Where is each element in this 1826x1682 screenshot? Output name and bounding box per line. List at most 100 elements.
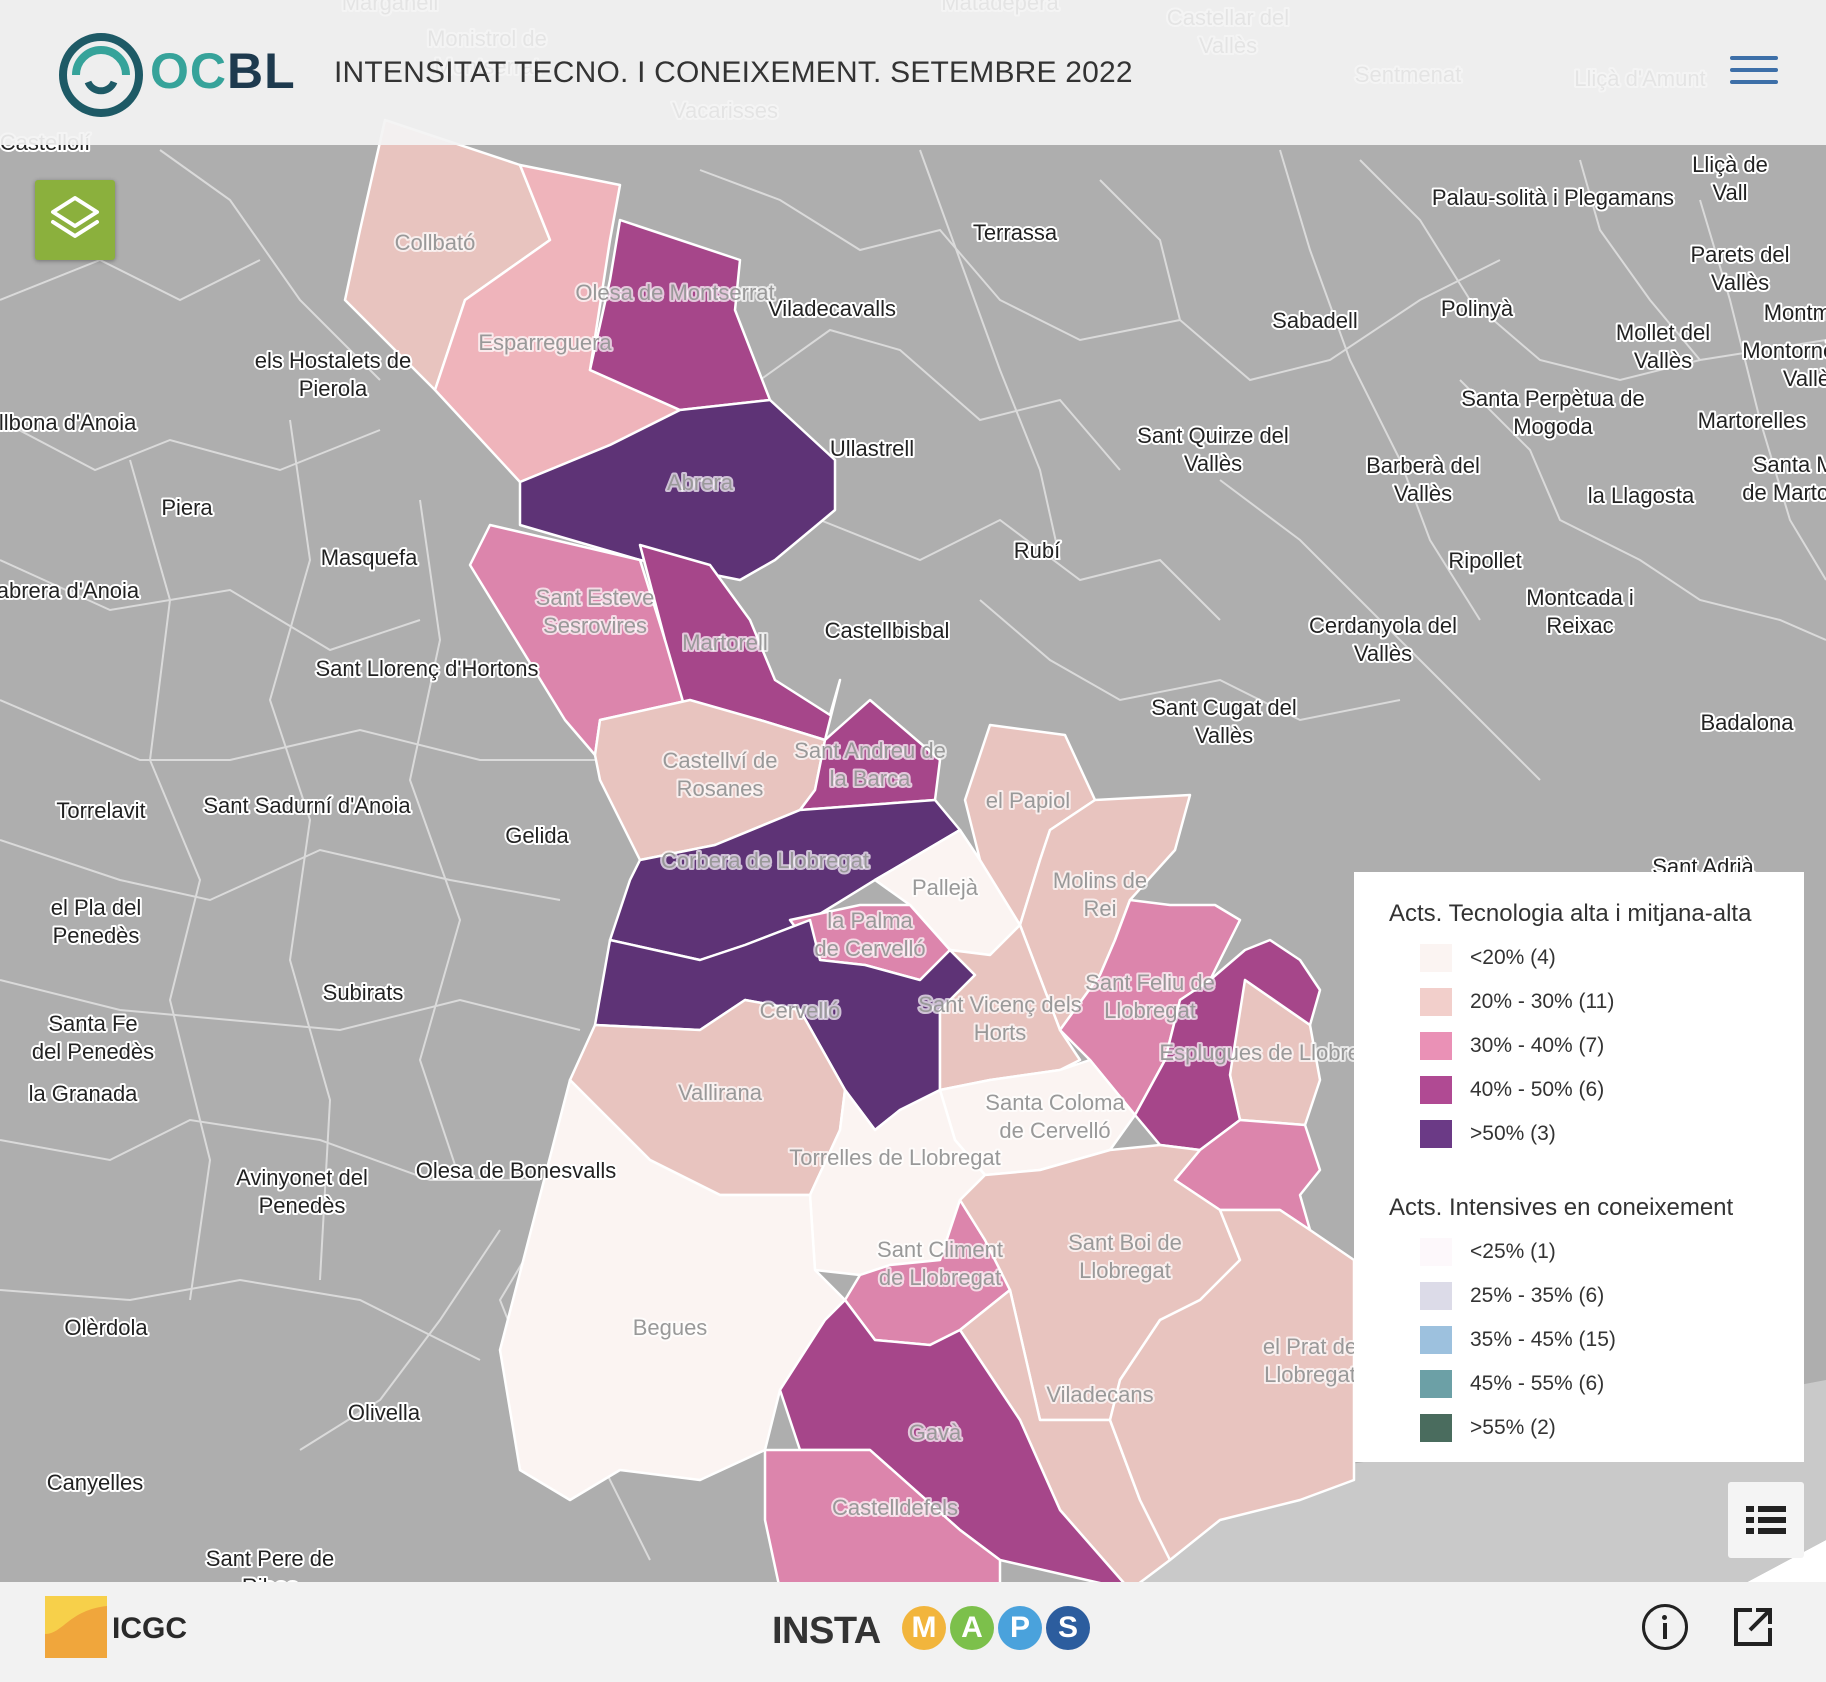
municipality-label: Sant Vicenç dels Horts: [918, 992, 1081, 1045]
base-place-label: Santa Mariade Martorelles: [1742, 452, 1826, 505]
municipality-label: el Papiol: [986, 788, 1070, 813]
instamaps-letter-m: M: [902, 1606, 946, 1650]
base-place-label: Palau-solità i Plegamans: [1432, 185, 1674, 210]
layers-button[interactable]: [35, 180, 115, 260]
instamaps-letter-a: A: [950, 1606, 994, 1650]
municipality-label: Begues: [633, 1315, 708, 1340]
header-bar: OCBL INTENSITAT TECNO. I CONEIXEMENT. SE…: [0, 0, 1826, 145]
logo-text-accent: OC: [150, 43, 227, 99]
logo-text: OCBL: [150, 42, 296, 100]
base-place-label: Gelida: [505, 823, 569, 848]
base-place-label: Castellbisbal: [825, 618, 950, 643]
base-place-label: Parets del Vallès: [1690, 242, 1789, 295]
municipality-label: Olesa de Montserrat: [575, 280, 774, 305]
municipality-label: Torrelles de Llobregat: [789, 1145, 1001, 1170]
legend-label: 40% - 50% (6): [1470, 1078, 1605, 1101]
legend-label: 45% - 55% (6): [1470, 1372, 1605, 1395]
municipality-label: Sant Andreu de la Barca: [794, 738, 946, 791]
municipal-borders: [0, 149, 1826, 1561]
municipality-labels: Collbató Esparreguera Olesa de Montserrat A…: [393, 228, 1393, 1522]
legend-label: <25% (1): [1470, 1240, 1556, 1263]
info-icon[interactable]: [1642, 1604, 1688, 1650]
base-place-label: Subirats: [323, 980, 404, 1005]
base-place-label: Vallbona d'Anoia: [0, 410, 137, 435]
legend-label: >55% (2): [1470, 1416, 1556, 1439]
legend-label: 25% - 35% (6): [1470, 1284, 1605, 1307]
municipality-label: Sant Boi de Llobregat: [1068, 1230, 1182, 1283]
legend-swatch: [1420, 1076, 1452, 1104]
base-place-label: Terrassa: [973, 220, 1058, 245]
base-place-label: Sabadell: [1272, 308, 1358, 333]
base-place-label: el Pla del Penedès: [51, 895, 142, 948]
base-place-label: Badalona: [1701, 710, 1795, 735]
base-place-label: Sant Sadurní d'Anoia: [203, 793, 411, 818]
municipality-label: Sant Feliu de Llobregat: [1085, 970, 1215, 1023]
legend-swatch: [1420, 944, 1452, 972]
list-icon: [1746, 1506, 1786, 1534]
base-place-label: Martorelles: [1698, 408, 1807, 433]
base-place-label: Ripollet: [1448, 548, 1521, 573]
menu-icon[interactable]: [1730, 56, 1778, 90]
base-place-label: Sant Quirze del Vallès: [1137, 423, 1289, 476]
base-place-label: Sant Llorenç d'Hortons: [315, 656, 538, 681]
base-place-label: Masquefa: [321, 545, 418, 570]
legend-swatch: [1420, 1032, 1452, 1060]
icgc-logo-text: ICGC: [112, 1612, 187, 1645]
list-button[interactable]: [1728, 1482, 1804, 1558]
municipality-label: Abrera: [667, 470, 734, 495]
legend-swatch: [1420, 1326, 1452, 1354]
municipality-abrera[interactable]: [518, 398, 837, 582]
base-place-label: Montmeló: [1764, 300, 1826, 325]
base-place-label: Montcada i Reixac: [1526, 585, 1634, 638]
base-place-label: Santa Fe del Penedès: [32, 1011, 154, 1064]
municipality-label: Molins de Rei: [1053, 868, 1147, 921]
page-title: INTENSITAT TECNO. I CONEIXEMENT. SETEMBR…: [334, 56, 1133, 89]
instamaps-prefix: INSTA: [772, 1610, 881, 1652]
highlighted-municipalities: [343, 118, 1356, 1622]
base-place-label: Sant Cugat del Vallès: [1151, 695, 1297, 748]
base-place-label: Polinyà: [1441, 296, 1514, 321]
logo-text-main: BL: [227, 43, 296, 99]
legend-label: 35% - 45% (15): [1470, 1328, 1616, 1351]
base-place-label: Olivella: [348, 1400, 421, 1425]
menu-line: [1730, 68, 1778, 72]
base-place-label: els Hostalets de Pierola: [255, 348, 412, 401]
base-place-label: Canyelles: [47, 1470, 144, 1495]
municipality-label: Cervelló: [760, 998, 841, 1023]
municipality-label: Esparreguera: [478, 330, 612, 355]
base-place-label: Viladecavalls: [768, 296, 896, 321]
municipality-label: Santa Coloma de Cervelló: [985, 1090, 1125, 1143]
legend-swatch: [1420, 1414, 1452, 1442]
menu-line: [1730, 80, 1778, 84]
base-place-label: Olèrdola: [64, 1315, 148, 1340]
municipality-label: Corbera de Llobregat: [661, 848, 869, 873]
municipality-label: Castelldefels: [832, 1495, 958, 1520]
ocbl-logo-icon[interactable]: [56, 30, 286, 120]
legend-label: <20% (4): [1470, 946, 1556, 969]
legend-swatch: [1420, 1370, 1452, 1398]
legend-knowledge-title: Acts. Intensives en coneixement: [1389, 1194, 1734, 1221]
icgc-logo-icon[interactable]: [45, 1596, 107, 1658]
base-place-label: Cerdanyola del Vallès: [1309, 613, 1457, 666]
external-link-icon[interactable]: [1730, 1604, 1776, 1650]
legend-swatch: [1420, 1120, 1452, 1148]
base-place-label: Barberà del Vallès: [1366, 453, 1480, 506]
base-place-label: la Llagosta: [1588, 483, 1695, 508]
municipality-label: Sant Climent de Llobregat: [877, 1237, 1003, 1290]
municipality-label: Castellví de Rosanes: [663, 748, 778, 801]
municipality-corbera-de-llobregat[interactable]: [608, 798, 962, 962]
base-place-label: Rubí: [1014, 538, 1060, 563]
municipality-label: Esplugues de Llobregat: [1159, 1040, 1390, 1065]
layers-icon: [51, 196, 99, 238]
instamaps-letter-p: P: [998, 1606, 1042, 1650]
base-place-label: Santa Perpètua de Mogoda: [1461, 386, 1644, 439]
legend-swatch: [1420, 1238, 1452, 1266]
legend-label: >50% (3): [1470, 1122, 1556, 1145]
base-place-label: Lliçà de Vall: [1692, 152, 1768, 205]
base-place-label: Olesa de Bonesvalls: [416, 1158, 617, 1183]
municipality-label: el Prat de Llobregat: [1263, 1334, 1357, 1387]
base-place-label: Piera: [161, 495, 213, 520]
municipality-label: Viladecans: [1046, 1382, 1153, 1407]
municipality-label: la Palma de Cervelló: [814, 908, 925, 961]
